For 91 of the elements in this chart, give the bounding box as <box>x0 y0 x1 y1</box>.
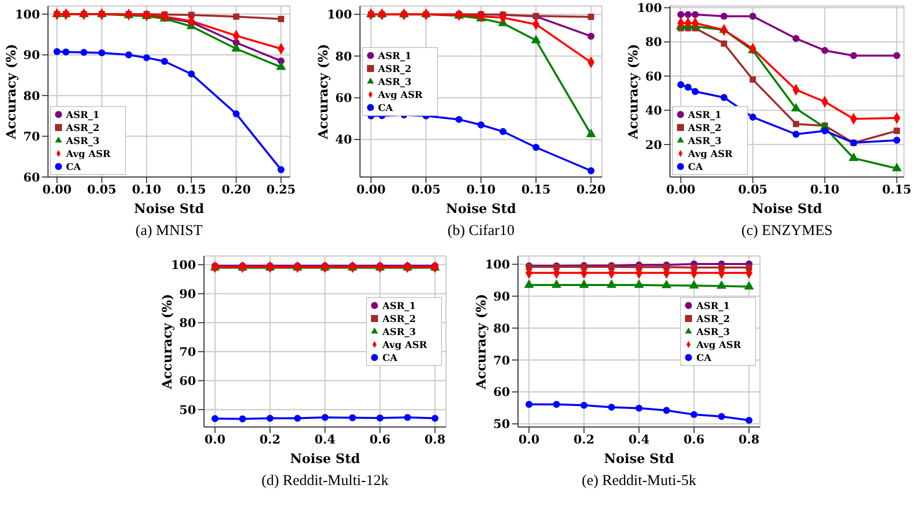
legend-label: Avg ASR <box>382 340 427 351</box>
text: (b) Cifar10 <box>446 223 516 240</box>
x-tick-label: 0.05 <box>411 182 441 197</box>
text: (a) MNIST <box>134 223 204 240</box>
legend-label: ASR_3 <box>378 76 412 88</box>
x-axis-title: Noise Std <box>446 202 516 217</box>
y-axis-title: Accuracy (%) <box>4 44 20 140</box>
y-tick-label: 60 <box>179 374 196 388</box>
y-tick-label: 60 <box>493 385 510 400</box>
y-tick-label: 90 <box>23 48 40 62</box>
legend-label: ASR_2 <box>696 314 730 325</box>
x-tick-label: 0.10 <box>466 182 496 197</box>
y-tick-label: 90 <box>179 286 196 301</box>
y-tick-label: 50 <box>493 417 510 432</box>
legend-label: ASR_2 <box>382 314 416 325</box>
y-tick-label: 70 <box>23 130 40 144</box>
y-tick-label: 70 <box>179 344 196 359</box>
y-tick-label: 80 <box>23 88 40 103</box>
x-axis-title: Noise Std <box>604 452 674 467</box>
legend-label: ASR_3 <box>66 136 100 147</box>
x-tick-label: 0.25 <box>266 182 296 197</box>
x-tick-label: 0.10 <box>132 182 162 197</box>
legend-label: ASR_3 <box>382 326 416 338</box>
y-axis-title: Accuracy (%) <box>160 294 176 390</box>
legend-label: CA <box>378 102 393 114</box>
legend-label: ASR_1 <box>66 110 100 121</box>
legend-label: ASR_3 <box>688 136 722 147</box>
x-tick-label: 0.05 <box>87 182 116 197</box>
legend-label: CA <box>66 162 81 173</box>
x-tick-label: 0.05 <box>738 182 768 197</box>
legend-label: ASR_1 <box>688 110 722 121</box>
legend-label: ASR_2 <box>66 123 100 134</box>
legend-label: ASR_2 <box>688 123 722 134</box>
text: (c) ENZYMES <box>740 223 834 240</box>
x-tick-label: 0.2 <box>574 432 594 447</box>
x-tick-label: 0.10 <box>810 182 840 197</box>
x-tick-label: 0.0 <box>518 432 540 447</box>
x-tick-label: 0.6 <box>684 432 704 447</box>
x-tick-label: 0.8 <box>738 432 760 447</box>
legend-label: ASR_3 <box>696 326 730 338</box>
legend-label: CA <box>382 352 398 364</box>
legend-label: Avg ASR <box>378 90 423 101</box>
x-tick-label: 0.6 <box>370 432 390 447</box>
y-tick-label: 100 <box>170 258 196 272</box>
x-axis-title: Noise Std <box>134 202 204 217</box>
x-tick-label: 0.15 <box>176 182 206 197</box>
legend-label: ASR_1 <box>378 50 412 62</box>
x-tick-label: 0.20 <box>576 182 606 197</box>
legend-label: Avg ASR <box>688 149 733 160</box>
y-tick-label: 80 <box>335 49 352 64</box>
y-tick-label: 60 <box>23 170 40 184</box>
legend-label: Avg ASR <box>696 340 741 351</box>
y-tick-label: 50 <box>179 402 196 417</box>
legend-label: Avg ASR <box>66 149 111 160</box>
legend-label: CA <box>688 162 703 173</box>
y-axis-title: Accuracy (%) <box>626 44 642 140</box>
y-tick-label: 60 <box>645 69 662 84</box>
x-tick-label: 0.00 <box>356 182 386 197</box>
text: (d) Reddit-Multi-12k <box>260 473 390 490</box>
text: (e) Reddit-Muti-5k <box>580 473 698 490</box>
y-tick-label: 40 <box>645 104 662 118</box>
y-axis-title: Accuracy (%) <box>316 44 332 140</box>
x-tick-label: 0.0 <box>204 432 226 447</box>
y-tick-label: 100 <box>326 8 352 22</box>
y-tick-label: 80 <box>179 316 196 330</box>
y-tick-label: 90 <box>493 289 510 304</box>
x-axis-title: Noise Std <box>290 452 360 467</box>
y-axis-title: Accuracy (%) <box>474 294 490 390</box>
y-tick-label: 80 <box>645 35 662 50</box>
y-tick-label: 20 <box>645 138 662 152</box>
x-tick-label: 0.00 <box>42 182 72 197</box>
y-tick-label: 40 <box>335 132 352 147</box>
x-tick-label: 0.2 <box>260 432 280 447</box>
y-tick-label: 100 <box>484 258 510 272</box>
x-tick-label: 0.00 <box>666 182 696 197</box>
y-tick-label: 100 <box>14 7 40 22</box>
legend-label: CA <box>696 352 712 364</box>
x-tick-label: 0.20 <box>222 182 251 197</box>
y-tick-label: 60 <box>335 91 352 106</box>
y-tick-label: 80 <box>493 321 510 336</box>
legend-label: ASR_1 <box>696 300 730 312</box>
y-tick-label: 100 <box>636 0 662 15</box>
x-tick-label: 0.8 <box>424 432 446 447</box>
x-tick-label: 0.4 <box>628 432 650 447</box>
y-tick-label: 70 <box>493 353 510 368</box>
x-tick-label: 0.4 <box>314 432 336 447</box>
legend-label: ASR_1 <box>382 300 416 312</box>
x-tick-label: 0.15 <box>521 182 551 197</box>
x-tick-label: 0.15 <box>882 182 912 197</box>
x-axis-title: Noise Std <box>752 202 822 217</box>
legend-label: ASR_2 <box>378 64 412 75</box>
